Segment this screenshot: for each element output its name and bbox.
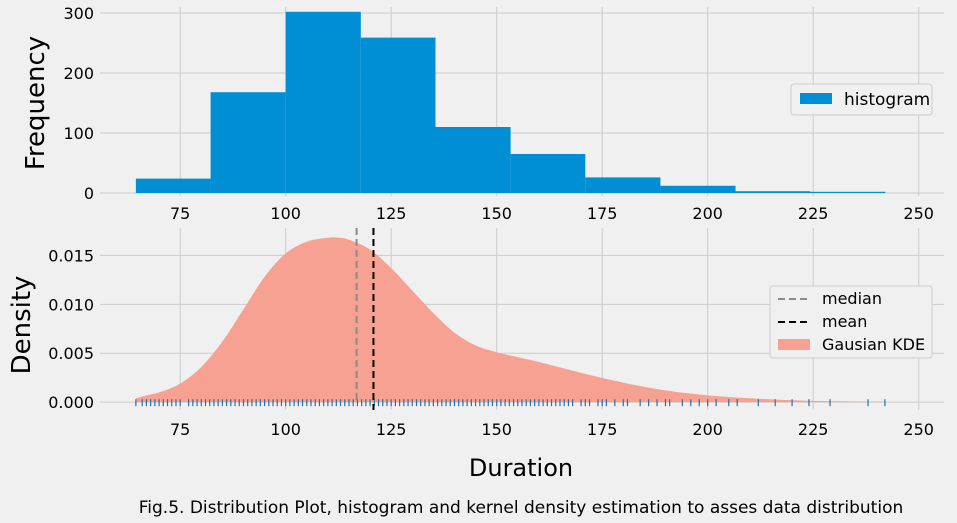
kde-y-tick-label: 0.015	[48, 246, 94, 265]
kde-y-tick-label: 0.000	[48, 393, 94, 412]
histogram-legend-swatch	[800, 93, 832, 104]
kde-y-tick-label: 0.005	[48, 344, 94, 363]
histogram-x-tick-label: 225	[798, 204, 829, 223]
kde-legend-mean-label: mean	[822, 312, 867, 331]
kde-x-tick-label: 125	[376, 420, 407, 439]
histogram-bar	[360, 37, 436, 193]
kde-legend[interactable]: median mean Gausian KDE	[769, 285, 933, 359]
kde-legend-median-label: median	[822, 289, 882, 308]
kde-legend-kde-label: Gausian KDE	[822, 335, 925, 354]
histogram-bar	[510, 154, 586, 193]
kde-y-ticks: 0.000 0.005 0.010 0.015	[48, 246, 94, 412]
histogram-x-tick-label: 250	[903, 204, 934, 223]
kde-x-tick-label: 100	[270, 420, 301, 439]
kde-rug	[135, 399, 886, 407]
histogram-bar	[660, 185, 736, 193]
histogram-y-tick-label: 100	[63, 124, 94, 143]
histogram-y-tick-label: 0	[84, 184, 94, 203]
kde-x-tick-label: 250	[903, 420, 934, 439]
kde-area	[135, 237, 885, 403]
kde-x-tick-label: 75	[170, 420, 190, 439]
kde-x-tick-label: 175	[587, 420, 618, 439]
histogram-bar	[210, 92, 286, 193]
histogram-legend-label: histogram	[844, 90, 930, 110]
histogram-y-ticks: 0 100 200 300	[63, 4, 94, 203]
histogram-x-tick-label: 75	[170, 204, 190, 223]
histogram-bars	[135, 11, 886, 193]
histogram-bar	[285, 11, 361, 193]
histogram-x-tick-label: 125	[376, 204, 407, 223]
histogram-x-tick-label: 175	[587, 204, 618, 223]
kde-x-tick-label: 150	[481, 420, 512, 439]
histogram-legend[interactable]: histogram	[790, 83, 933, 116]
kde-panel: 75 100 125 150 175 200 225 250 0.0000.0050.0100…	[7, 228, 944, 482]
histogram-bar	[810, 191, 886, 193]
kde-y-axis-label: Density	[7, 276, 37, 375]
histogram-panel: 75 100 125 150 175 200 225 250 0 100 200 300 Frequ…	[21, 4, 944, 223]
histogram-x-ticks: 75 100 125 150 175 200 225 250	[170, 204, 934, 223]
histogram-y-tick-label: 300	[63, 4, 94, 23]
kde-x-tick-label: 225	[798, 420, 829, 439]
histogram-y-tick-label: 200	[63, 64, 94, 83]
kde-legend-kde-swatch	[778, 339, 810, 350]
histogram-bar	[435, 127, 511, 193]
kde-x-tick-label: 200	[692, 420, 723, 439]
histogram-bar	[135, 178, 211, 193]
histogram-bar	[585, 177, 661, 193]
histogram-y-axis-label: Frequency	[21, 36, 51, 170]
kde-y-tick-label: 0.010	[48, 295, 94, 314]
histogram-x-tick-label: 100	[270, 204, 301, 223]
histogram-x-tick-label: 150	[481, 204, 512, 223]
histogram-x-tick-label: 200	[692, 204, 723, 223]
figure-caption: Fig.5. Distribution Plot, histogram and …	[139, 498, 904, 518]
kde-x-axis-label: Duration	[469, 454, 573, 482]
kde-x-ticks: 75 100 125 150 175 200 225 250	[170, 420, 934, 439]
histogram-bar	[735, 191, 811, 193]
